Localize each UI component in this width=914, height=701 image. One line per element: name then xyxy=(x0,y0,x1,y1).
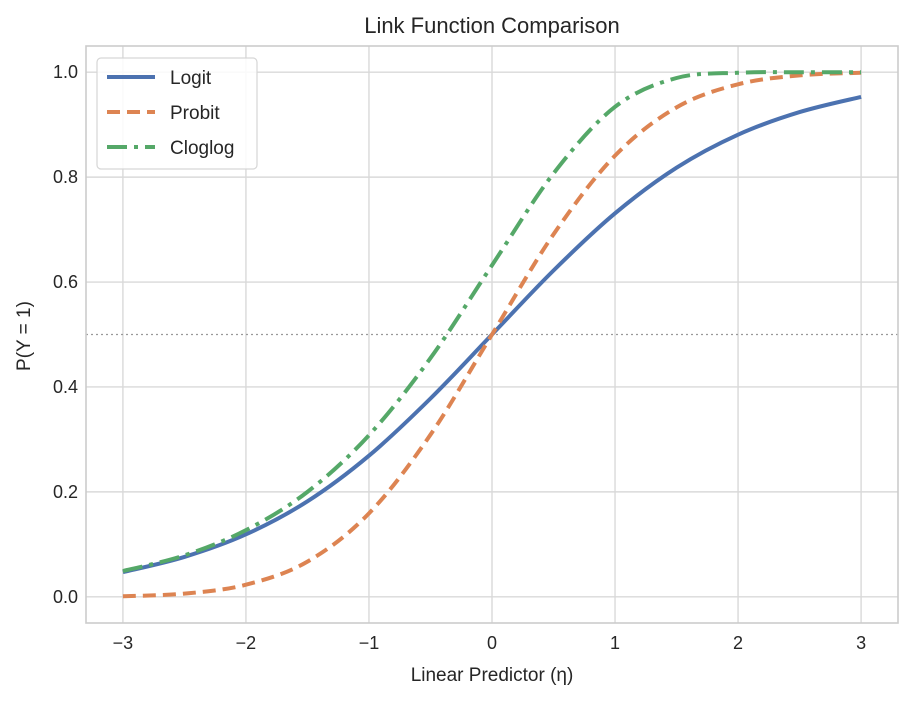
legend-box xyxy=(96,57,258,170)
legend-item-logit: Logit xyxy=(107,68,212,89)
y-tick-label: 0.4 xyxy=(53,377,78,397)
legend-label: Logit xyxy=(170,68,212,89)
legend-label: Cloglog xyxy=(170,138,234,159)
y-tick-label: 0.2 xyxy=(53,482,78,502)
curve-probit xyxy=(122,70,862,599)
y-tick-label: 0.6 xyxy=(53,272,78,292)
x-tick-label: −1 xyxy=(359,633,380,653)
x-tick-label: 1 xyxy=(610,633,620,653)
y-tick-labels: 0.0 0.2 0.4 0.6 0.8 1.0 xyxy=(53,62,78,607)
y-tick-label: 0.8 xyxy=(53,167,78,187)
chart-title: Link Function Comparison xyxy=(364,13,620,38)
y-tick-label: 0.0 xyxy=(53,587,78,607)
legend: Logit Probit Cloglog xyxy=(96,57,258,170)
x-tick-label: 2 xyxy=(733,633,743,653)
y-tick-label: 1.0 xyxy=(53,62,78,82)
x-tick-labels: −3 −2 −1 0 1 2 3 xyxy=(113,633,866,653)
x-tick-label: −2 xyxy=(236,633,257,653)
legend-label: Probit xyxy=(170,103,220,124)
curve-cloglog xyxy=(122,70,862,574)
axes-frame xyxy=(85,45,899,624)
legend-item-probit: Probit xyxy=(107,103,220,124)
series-curves xyxy=(122,70,862,599)
x-tick-label: 0 xyxy=(487,633,497,653)
y-axis-label: P(Y = 1) xyxy=(14,301,35,371)
x-tick-label: −3 xyxy=(113,633,134,653)
x-tick-label: 3 xyxy=(856,633,866,653)
x-axis-label: Linear Predictor (η) xyxy=(411,665,574,686)
legend-item-cloglog: Cloglog xyxy=(107,138,234,159)
